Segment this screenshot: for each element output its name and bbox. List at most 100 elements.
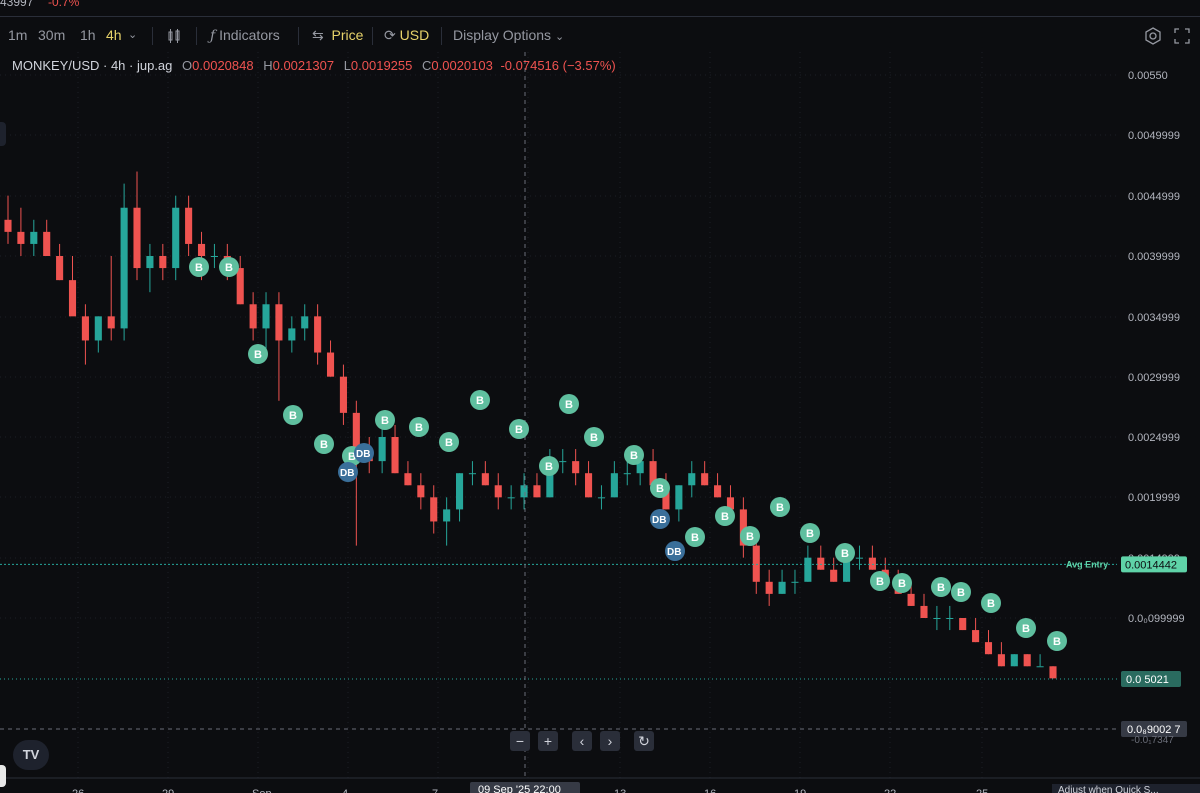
buy-marker[interactable] (770, 497, 790, 517)
candle-type-button[interactable] (166, 18, 182, 52)
price-axis-label: 0.0029999 (1128, 372, 1180, 384)
buy-marker[interactable] (219, 257, 239, 277)
buy-marker[interactable] (189, 257, 209, 277)
buy-marker[interactable] (685, 527, 705, 547)
left-panel-handle[interactable] (0, 122, 6, 146)
buy-marker[interactable] (314, 434, 334, 454)
buy-marker[interactable] (870, 571, 890, 591)
up-candle (301, 316, 309, 329)
down-candle (4, 219, 12, 232)
scroll-left-button[interactable]: ‹ (572, 731, 592, 751)
buy-marker-label: B (515, 424, 523, 436)
buy-marker[interactable] (539, 456, 559, 476)
price-axis-label: 0.0019999 (1128, 492, 1180, 504)
interval-4h-button[interactable]: 4h (106, 27, 122, 43)
swap-icon: ⇆ (312, 27, 324, 43)
change-value: -0.074516 (−3.57%) (500, 58, 616, 73)
double-buy-marker[interactable] (338, 462, 358, 482)
buy-marker[interactable] (559, 394, 579, 414)
buy-marker[interactable] (439, 432, 459, 452)
indicators-button[interactable]: ƒ Indicators (210, 18, 280, 52)
buy-marker-label: B (806, 528, 814, 540)
up-candle (597, 497, 606, 499)
buy-marker[interactable] (584, 427, 604, 447)
up-candle (120, 207, 128, 329)
buy-marker[interactable] (650, 478, 670, 498)
reset-chart-button[interactable]: ↻ (634, 731, 654, 751)
fullscreen-button[interactable] (1174, 18, 1190, 52)
interval-30m-button[interactable]: 30m (38, 27, 66, 43)
buy-marker-label: B (590, 432, 598, 444)
buy-marker[interactable] (375, 410, 395, 430)
scroll-right-button[interactable]: › (600, 731, 620, 751)
buy-marker[interactable] (283, 405, 303, 425)
time-axis-label: 25 (976, 788, 988, 793)
buy-marker[interactable] (981, 593, 1001, 613)
chart-legend: MONKEY/USD · 4h · jup.ag O0.0020848 H0.0… (12, 58, 616, 73)
up-candle (1036, 666, 1044, 668)
buy-marker[interactable] (892, 573, 912, 593)
quick-settings-tab[interactable] (1052, 784, 1200, 793)
zoom-in-button[interactable]: + (538, 731, 558, 751)
tradingview-logo[interactable]: TV (13, 740, 49, 770)
double-buy-marker[interactable] (650, 509, 670, 529)
buy-marker[interactable] (715, 506, 735, 526)
price-axis-label: 0.0039999 (1128, 251, 1180, 263)
buy-marker[interactable] (951, 582, 971, 602)
buy-marker[interactable] (800, 523, 820, 543)
toolbar-divider (196, 27, 197, 45)
last-price-text: 0.0 5021 (1126, 674, 1169, 686)
up-candle (1010, 654, 1018, 667)
buy-marker[interactable] (470, 390, 490, 410)
buy-marker[interactable] (248, 344, 268, 364)
buy-marker[interactable] (931, 577, 951, 597)
up-candle (468, 473, 476, 475)
buy-marker[interactable] (1047, 631, 1067, 651)
buy-marker-label: B (225, 262, 233, 274)
currency-toggle-button[interactable]: ⟳ USD (384, 18, 429, 52)
up-candle (378, 437, 386, 462)
high-value: 0.0021307 (272, 58, 335, 73)
up-candle (210, 256, 218, 257)
double-buy-marker[interactable] (665, 541, 685, 561)
interval-1m-button[interactable]: 1m (8, 27, 28, 43)
buy-marker[interactable] (409, 417, 429, 437)
chevron-down-icon[interactable]: ⌄ (128, 29, 138, 41)
double-buy-marker[interactable] (354, 443, 374, 463)
up-candle (455, 473, 464, 510)
down-candle (185, 207, 193, 244)
down-candle (572, 461, 580, 474)
buy-marker-label: B (565, 399, 573, 411)
up-candle (804, 557, 812, 582)
display-options-button[interactable]: Display Options ⌄ (453, 18, 564, 52)
buy-marker-label: B (445, 437, 453, 449)
quick-settings-text[interactable]: Adjust when Quick S... (1058, 785, 1159, 793)
chart-toolbar: 1m 30m 1h 4h ⌄ ƒ Indicators ⇆ Price ⟳ US… (0, 18, 1200, 52)
buy-marker[interactable] (740, 526, 760, 546)
down-candle (430, 497, 438, 522)
open-value: 0.0020848 (192, 58, 254, 73)
display-options-label: Display Options (453, 27, 552, 43)
buy-marker-label: B (656, 483, 664, 495)
left-panel-handle-bottom[interactable] (0, 765, 6, 787)
avg-entry-price-text: 0.0014442 (1125, 559, 1177, 571)
down-candle (159, 256, 167, 269)
zoom-out-button[interactable]: − (510, 731, 530, 751)
buy-marker[interactable] (509, 419, 529, 439)
settings-button[interactable] (1144, 18, 1162, 52)
up-candle (933, 618, 941, 619)
time-axis-label: 22 (884, 788, 896, 793)
toolbar-divider (298, 27, 299, 45)
price-axis-label: 0.0034999 (1128, 312, 1180, 324)
time-axis-label: 29 (162, 788, 174, 793)
buy-marker[interactable] (835, 543, 855, 563)
candlestick-icon (168, 29, 180, 44)
down-candle (391, 437, 399, 474)
price-toggle-button[interactable]: ⇆ Price (312, 18, 363, 52)
buy-marker[interactable] (624, 445, 644, 465)
interval-1h-button[interactable]: 1h (80, 27, 96, 43)
buy-marker-label: B (987, 598, 995, 610)
buy-marker[interactable] (1016, 618, 1036, 638)
up-candle (30, 231, 38, 244)
